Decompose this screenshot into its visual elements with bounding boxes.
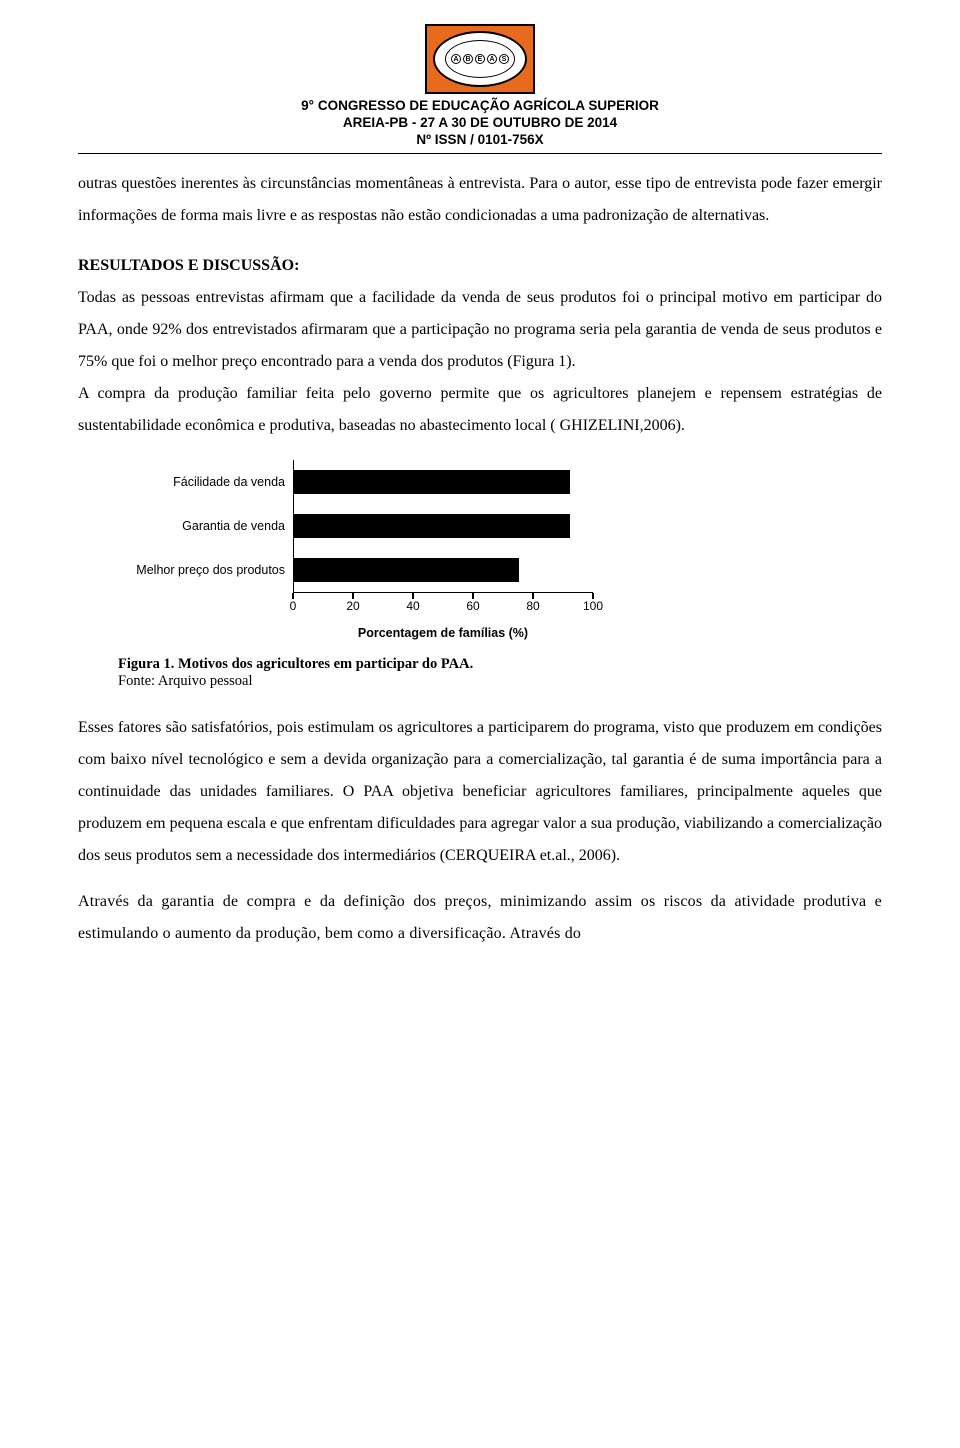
paragraph-after-fig-1: Esses fatores são satisfatórios, pois es… bbox=[78, 712, 882, 872]
chart-row: Garantia de venda bbox=[118, 504, 618, 548]
header-line-1: 9° CONGRESSO DE EDUCAÇÃO AGRÍCOLA SUPERI… bbox=[78, 98, 882, 115]
chart-x-axis-row: 0 20 40 60 80 100 bbox=[118, 592, 618, 610]
chart-tick-label: 80 bbox=[526, 599, 539, 613]
body-text: outras questões inerentes às circunstânc… bbox=[78, 168, 882, 442]
header-line-3: Nº ISSN / 0101-756X bbox=[78, 132, 882, 149]
section-heading-resultados: RESULTADOS E DISCUSSÃO: bbox=[78, 250, 882, 282]
logo-letter: E bbox=[475, 54, 485, 64]
chart-plot-area bbox=[293, 504, 593, 548]
chart-bar bbox=[294, 514, 570, 538]
chart-bar bbox=[294, 470, 570, 494]
figure-1-caption: Figura 1. Motivos dos agricultores em pa… bbox=[118, 656, 882, 690]
header-block: 9° CONGRESSO DE EDUCAÇÃO AGRÍCOLA SUPERI… bbox=[78, 98, 882, 149]
chart-category-label: Garantia de venda bbox=[118, 519, 293, 533]
chart-xlabel: Porcentagem de famílias (%) bbox=[293, 626, 593, 640]
chart-xlabel-row: Porcentagem de famílias (%) bbox=[118, 626, 618, 640]
logo-letter: B bbox=[463, 54, 473, 64]
chart-xlabel-spacer bbox=[118, 626, 293, 640]
chart-row: Fácilidade da venda bbox=[118, 460, 618, 504]
chart-rows: Fácilidade da venda Garantia de venda Melh… bbox=[118, 460, 618, 592]
logo-inner-ellipse: A B E A S bbox=[445, 40, 515, 78]
chart-axis-spacer bbox=[118, 592, 293, 610]
chart-plot-area bbox=[293, 460, 593, 504]
chart-x-axis: 020406080100 bbox=[293, 592, 593, 610]
chart-tick-label: 100 bbox=[583, 599, 603, 613]
chart-plot-area bbox=[293, 548, 593, 592]
logo-container: A B E A S bbox=[78, 24, 882, 94]
chart-tick-label: 60 bbox=[466, 599, 479, 613]
figure-1-caption-title: Figura 1. Motivos dos agricultores em pa… bbox=[118, 656, 473, 672]
logo-letter: S bbox=[499, 54, 509, 64]
chart-row: Melhor preço dos produtos bbox=[118, 548, 618, 592]
body-text-after-figure: Esses fatores são satisfatórios, pois es… bbox=[78, 712, 882, 950]
chart-category-label: Fácilidade da venda bbox=[118, 475, 293, 489]
chart-tick-label: 20 bbox=[346, 599, 359, 613]
abeas-logo: A B E A S bbox=[425, 24, 535, 94]
logo-letter: A bbox=[451, 54, 461, 64]
paragraph-resultados-1: Todas as pessoas entrevistas afirmam que… bbox=[78, 282, 882, 378]
figure-1-chart: Fácilidade da venda Garantia de venda Melh… bbox=[118, 460, 618, 640]
logo-outer-ellipse: A B E A S bbox=[433, 31, 527, 87]
page: A B E A S 9° CONGRESSO DE EDUCAÇÃO AGRÍC… bbox=[0, 0, 960, 1448]
chart-bar bbox=[294, 558, 519, 582]
figure-1-caption-source: Fonte: Arquivo pessoal bbox=[118, 673, 253, 689]
header-line-2: AREIA-PB - 27 A 30 DE OUTUBRO DE 2014 bbox=[78, 115, 882, 132]
logo-letter: A bbox=[487, 54, 497, 64]
paragraph-after-fig-2: Através da garantia de compra e da defin… bbox=[78, 886, 882, 950]
paragraph-resultados-2: A compra da produção familiar feita pelo… bbox=[78, 378, 882, 442]
paragraph-intro: outras questões inerentes às circunstânc… bbox=[78, 168, 882, 232]
chart-tick-label: 0 bbox=[290, 599, 297, 613]
chart-tick-label: 40 bbox=[406, 599, 419, 613]
header-rule bbox=[78, 153, 882, 154]
chart-category-label: Melhor preço dos produtos bbox=[118, 563, 293, 577]
